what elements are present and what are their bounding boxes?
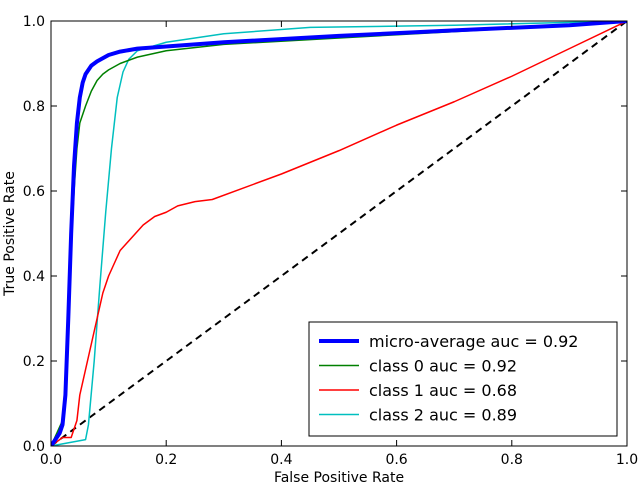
legend-label-3: class 2 auc = 0.89 [369, 406, 517, 425]
y-tick-label: 0.6 [23, 184, 45, 200]
y-tick-label: 0.0 [23, 439, 45, 455]
x-tick-label: 0.8 [501, 452, 523, 468]
ticks-layer: 0.0 0.2 0.4 0.6 0.8 1.0 0.0 0.2 0.4 0.6 0.8 1.0 [23, 14, 638, 468]
x-tick-label: 0.0 [40, 452, 62, 468]
y-tick-label: 1.0 [23, 14, 45, 30]
plot-frame [50, 20, 628, 447]
legend: micro-average auc = 0.92 class 0 auc = 0.… [308, 321, 618, 437]
series-line-0 [51, 21, 627, 446]
series-layer [51, 21, 627, 446]
x-tick-label: 1.0 [616, 452, 638, 468]
y-tick-label: 0.2 [23, 354, 45, 370]
x-tick-label: 0.4 [270, 452, 292, 468]
legend-box [308, 321, 618, 437]
series-line-3 [51, 21, 627, 446]
y-tick-label: 0.8 [23, 99, 45, 115]
series-line-2 [51, 21, 627, 446]
y-axis-label: True Positive Rate [2, 171, 18, 297]
x-tick-label: 0.2 [155, 452, 177, 468]
y-tick-label: 0.4 [23, 269, 45, 285]
x-tick-label: 0.6 [385, 452, 407, 468]
legend-label-1: class 0 auc = 0.92 [369, 357, 517, 376]
legend-label-2: class 1 auc = 0.68 [369, 381, 517, 400]
x-axis-label: False Positive Rate [274, 470, 404, 485]
legend-label-0: micro-average auc = 0.92 [369, 332, 578, 351]
